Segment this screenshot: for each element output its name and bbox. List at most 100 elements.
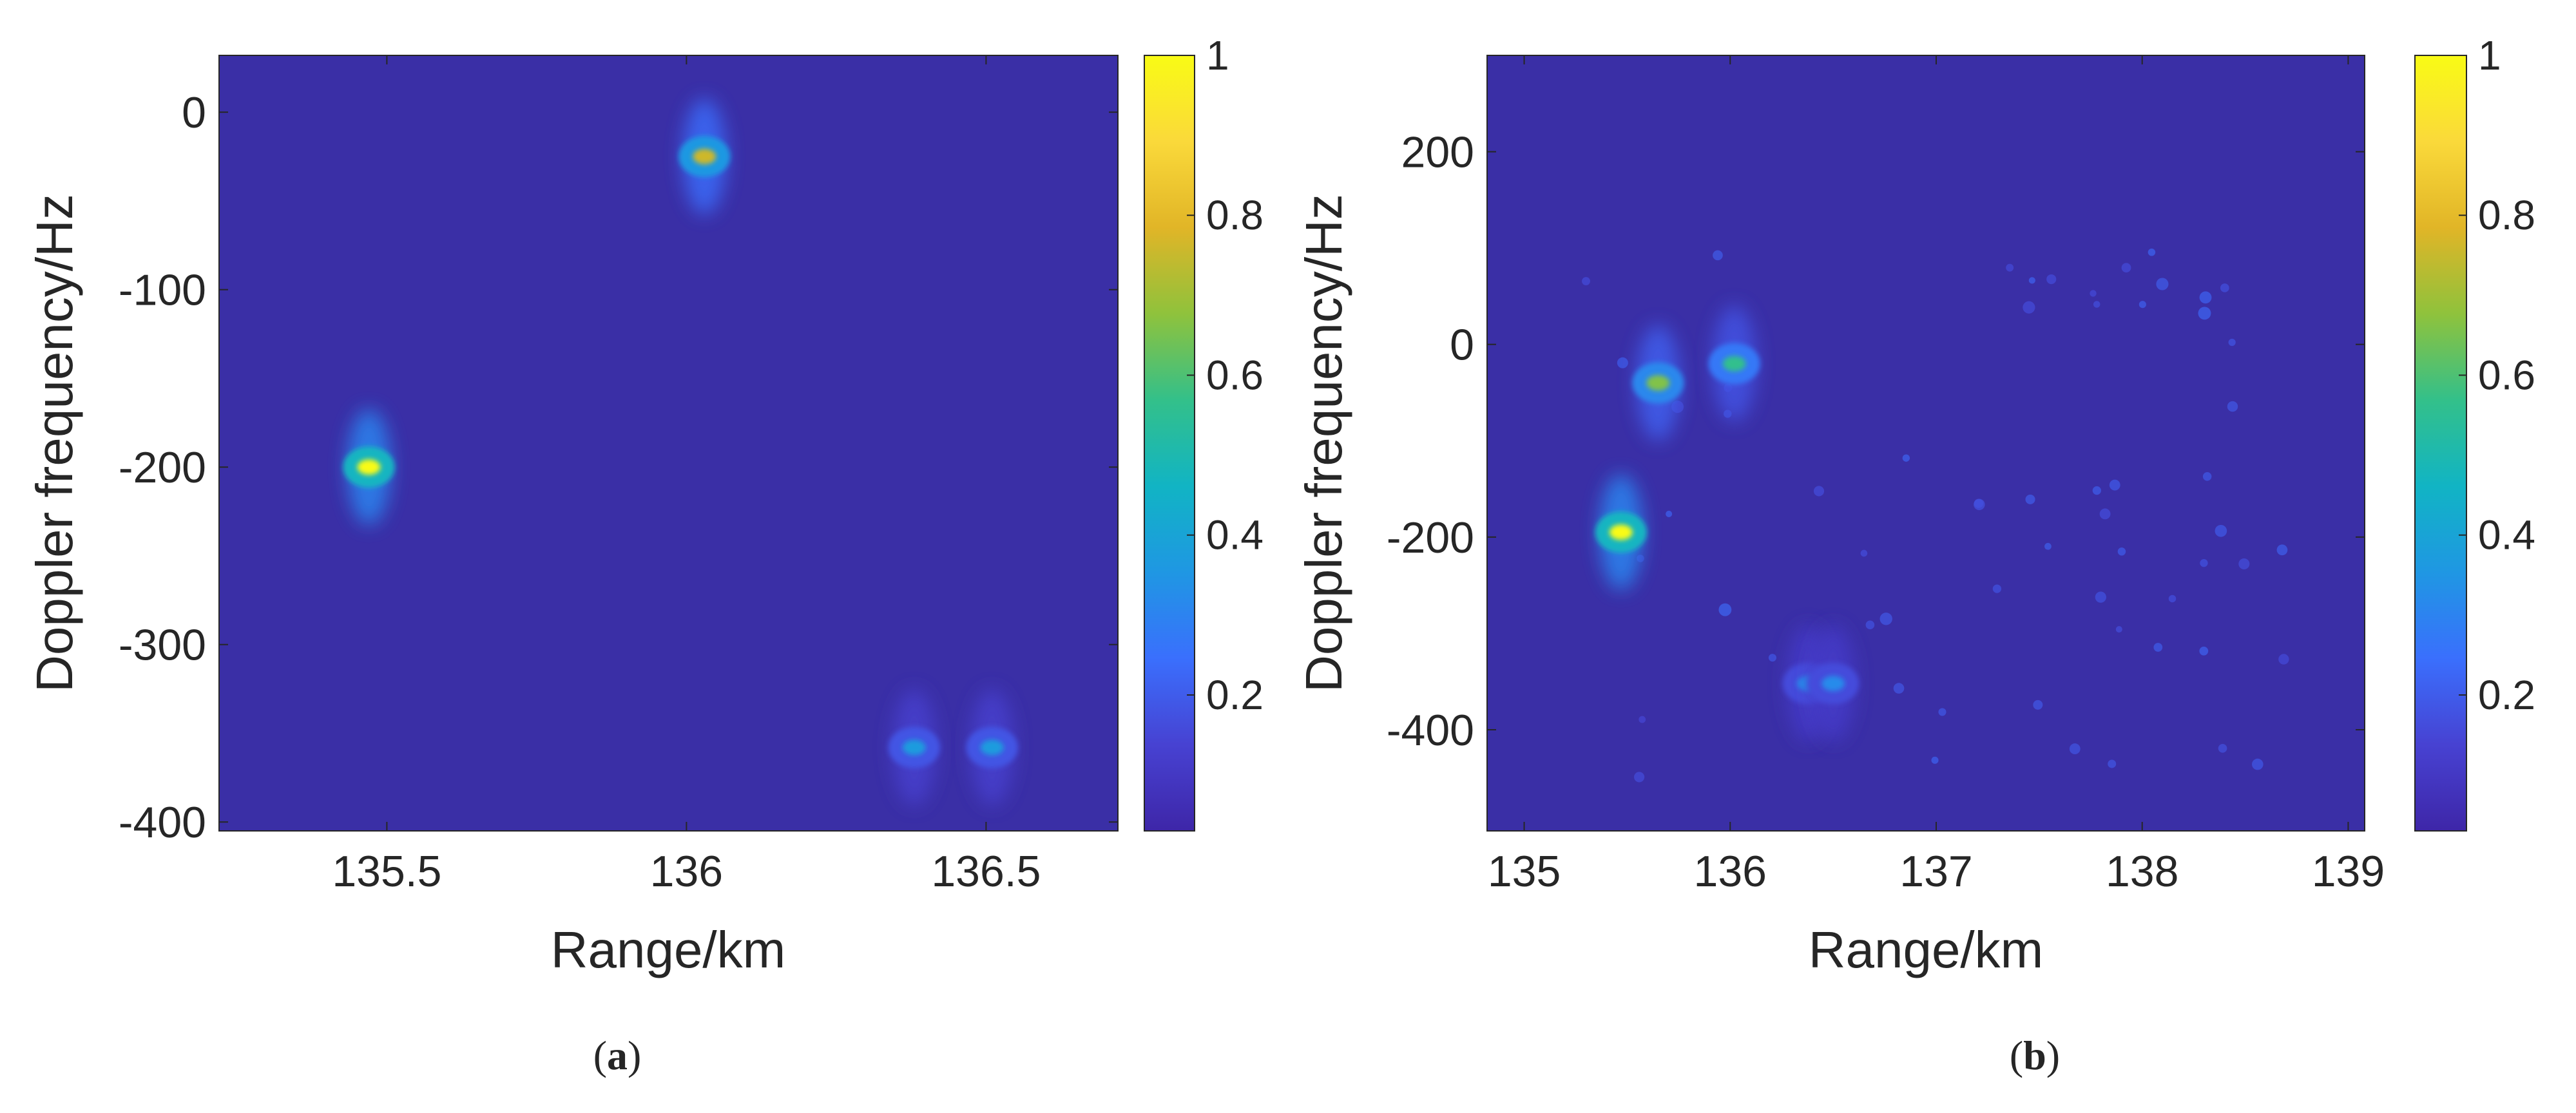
colorbar-tick-label: 0.8 xyxy=(1206,192,1264,238)
noise-speck xyxy=(2218,743,2227,753)
x-tick-label: 136 xyxy=(1694,847,1767,896)
noise-speck xyxy=(1713,250,1723,261)
noise-speck xyxy=(2202,471,2212,481)
x-tick-label: 138 xyxy=(2106,847,2178,896)
caption-b-close: ) xyxy=(2046,1032,2060,1078)
noise-speck xyxy=(1666,510,1673,517)
noise-speck xyxy=(1617,357,1628,368)
target-peak xyxy=(902,739,926,756)
x-tick-label: 135 xyxy=(1488,847,1561,896)
noise-speck xyxy=(2092,486,2101,495)
x-axis-a-title: Range/km xyxy=(551,921,786,978)
noise-speck xyxy=(2033,699,2043,710)
heatmap-b xyxy=(1487,55,2365,831)
caption-a-close: ) xyxy=(628,1032,641,1078)
noise-speck xyxy=(2099,508,2111,520)
caption-b: (b) xyxy=(2010,1032,2060,1078)
target-peak xyxy=(1609,524,1633,540)
panel-b: 135 136 137 138 139 200 0 -200 -400 Range/km Do… xyxy=(1295,32,2535,1078)
y-tick-label: -200 xyxy=(1387,513,1474,562)
x-axis-b-ticks: 135 136 137 138 139 xyxy=(1488,55,2385,896)
noise-speck xyxy=(2115,626,2122,633)
noise-speck xyxy=(2252,758,2264,770)
heatmap-a-targets xyxy=(343,99,1018,806)
colorbar-tick-label: 0.2 xyxy=(1206,672,1264,718)
y-tick-label: 0 xyxy=(1450,321,1474,370)
target-peak xyxy=(980,739,1004,756)
colorbar-tick-label: 0.4 xyxy=(2478,512,2535,558)
heatmap-a xyxy=(219,55,1118,831)
noise-speck xyxy=(1582,277,1590,285)
noise-speck xyxy=(2200,558,2208,567)
noise-speck xyxy=(2093,301,2100,308)
colorbar-tick-label: 1 xyxy=(1206,32,1229,79)
target-peak xyxy=(1646,375,1670,391)
y-tick-label: -100 xyxy=(119,266,206,315)
noise-speck xyxy=(2028,277,2035,284)
noise-speck xyxy=(2023,301,2035,314)
noise-speck xyxy=(1718,603,1732,616)
target-peak xyxy=(1722,356,1746,372)
noise-speck xyxy=(1639,716,1646,723)
colorbar-b-ticks: 0.2 0.4 0.6 0.8 1 xyxy=(2459,32,2535,718)
x-axis-a-ticks: 135.5 136 136.5 xyxy=(332,55,1041,896)
target-peak xyxy=(1821,676,1845,692)
x-tick-label: 135.5 xyxy=(332,847,441,896)
noise-speck xyxy=(2046,274,2057,285)
axes-b-frame xyxy=(1486,55,2365,832)
target-peak xyxy=(357,459,381,475)
noise-speck xyxy=(2044,542,2052,550)
noise-speck xyxy=(2109,479,2120,491)
noise-speck xyxy=(2199,646,2209,656)
noise-speck xyxy=(2139,301,2146,309)
noise-speck xyxy=(2148,248,2156,256)
noise-speck xyxy=(1938,708,1946,716)
y-axis-a-title: Doppler frequency/Hz xyxy=(26,194,83,692)
x-tick-label: 136 xyxy=(650,847,723,896)
colorbar-tick-label: 1 xyxy=(2478,32,2501,79)
noise-speck xyxy=(2276,544,2288,556)
colorbar-tick-label: 0.2 xyxy=(2478,672,2535,718)
noise-speck xyxy=(2090,290,2097,297)
noise-speck xyxy=(2199,291,2212,304)
caption-b-open: ( xyxy=(2010,1032,2023,1078)
noise-speck xyxy=(2153,643,2163,652)
noise-speck xyxy=(1860,549,1868,557)
noise-speck xyxy=(1634,772,1645,783)
colorbar-b-gradient xyxy=(2414,55,2467,832)
colorbar-tick-label: 0.8 xyxy=(2478,192,2535,238)
x-tick-label: 139 xyxy=(2312,847,2385,896)
caption-a-letter: a xyxy=(607,1032,628,1078)
x-tick-label: 137 xyxy=(1899,847,1972,896)
colorbar-tick-label: 0.6 xyxy=(1206,352,1264,398)
noise-speck xyxy=(2121,263,2131,273)
noise-speck xyxy=(1879,613,1892,625)
y-tick-label: 0 xyxy=(182,88,206,137)
target-peak xyxy=(693,149,716,165)
y-tick-label: 200 xyxy=(1401,128,1474,177)
noise-speck xyxy=(2220,283,2229,292)
noise-speck xyxy=(2095,591,2106,603)
colorbar-tick-label: 0.4 xyxy=(1206,512,1264,558)
noise-speck xyxy=(1893,683,1905,694)
caption-b-letter: b xyxy=(2023,1032,2046,1078)
axes-a-frame xyxy=(218,55,1119,832)
y-axis-b-title: Doppler frequency/Hz xyxy=(1295,194,1352,692)
caption-a: (a) xyxy=(593,1032,642,1078)
noise-speck xyxy=(1974,499,1985,511)
noise-speck xyxy=(2215,524,2227,537)
noise-speck xyxy=(2006,263,2014,272)
x-tick-label: 136.5 xyxy=(931,847,1041,896)
noise-speck xyxy=(2238,558,2250,569)
noise-speck xyxy=(2198,307,2211,320)
heatmap-b-background xyxy=(1487,55,2365,831)
y-axis-b-ticks: 200 0 -200 -400 xyxy=(1387,128,2365,755)
noise-speck xyxy=(2025,494,2035,504)
y-tick-label: -400 xyxy=(1387,706,1474,755)
heatmap-b-noise xyxy=(1582,248,2289,783)
noise-speck xyxy=(1813,486,1825,497)
noise-speck xyxy=(2278,654,2289,665)
noise-speck xyxy=(1992,584,2002,593)
noise-speck xyxy=(2228,338,2236,347)
